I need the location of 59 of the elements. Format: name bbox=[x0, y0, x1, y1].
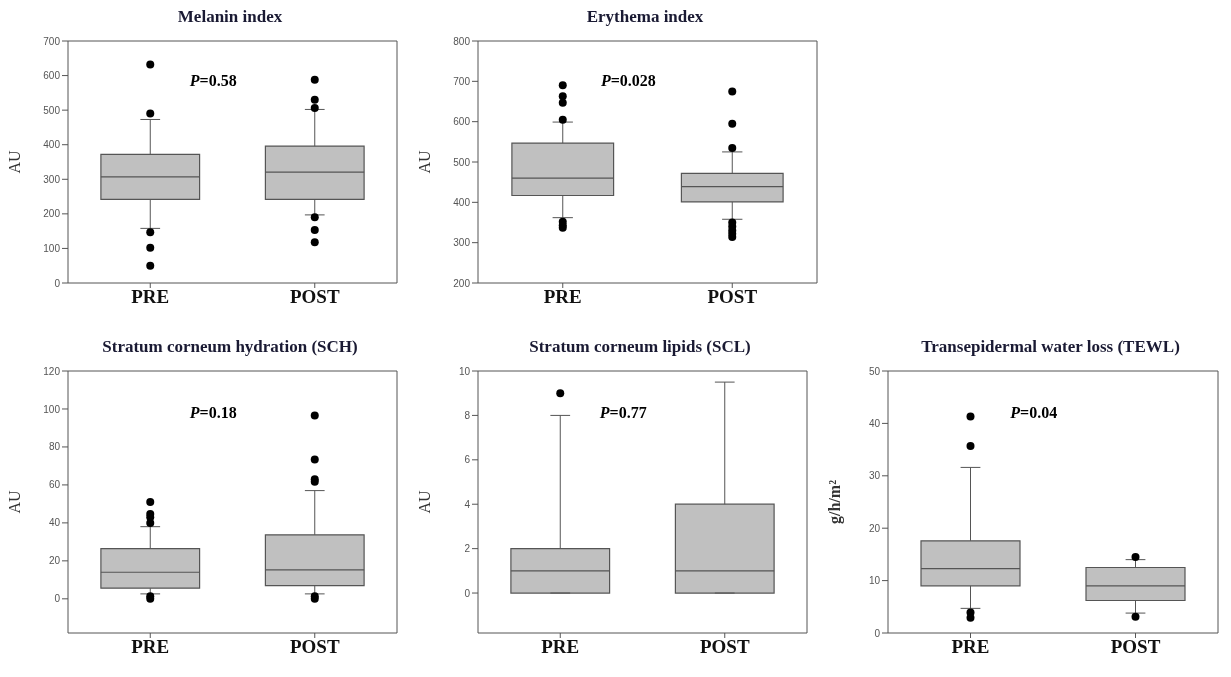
chart-title: Stratum corneum lipids (SCL) bbox=[528, 336, 752, 358]
chart-title: Stratum corneum hydration (SCH) bbox=[101, 336, 359, 358]
chart-title: Melanin index bbox=[176, 6, 284, 28]
y-tick-label: 80 bbox=[48, 441, 61, 453]
y-tick-label: 4 bbox=[464, 498, 471, 510]
chart-title: Transepidermal water loss (TEWL) bbox=[920, 336, 1181, 358]
x-tick-label: POST bbox=[289, 286, 340, 308]
annotation: P=0.58 bbox=[189, 71, 237, 90]
x-tick-label: PRE bbox=[951, 636, 990, 658]
y-tick-label: 100 bbox=[43, 242, 61, 254]
y-tick-label: 20 bbox=[868, 522, 881, 534]
y-tick-label: 8 bbox=[464, 409, 471, 421]
y-tick-label: 60 bbox=[48, 479, 61, 491]
y-tick-label: 400 bbox=[43, 139, 61, 151]
x-tick-label: POST bbox=[699, 636, 750, 658]
y-tick-label: 40 bbox=[48, 517, 61, 529]
y-tick-label: 500 bbox=[43, 104, 61, 116]
y-axis-title: AU bbox=[415, 490, 433, 514]
y-tick-label: 600 bbox=[43, 70, 61, 82]
y-tick-label: 0 bbox=[464, 587, 471, 599]
y-tick-label: 100 bbox=[43, 403, 61, 415]
y-tick-label: 10 bbox=[458, 365, 471, 377]
y-tick-label: 700 bbox=[43, 35, 61, 47]
x-tick-label: POST bbox=[1110, 636, 1161, 658]
x-tick-label: POST bbox=[707, 286, 758, 308]
x-tick-label: POST bbox=[289, 636, 340, 658]
y-axis-title: AU bbox=[415, 150, 433, 174]
annotation: P=0.77 bbox=[599, 404, 647, 423]
annotation: P=0.18 bbox=[189, 404, 237, 423]
y-tick-label: 300 bbox=[453, 237, 471, 249]
y-tick-label: 600 bbox=[453, 116, 471, 128]
y-tick-label: 200 bbox=[453, 277, 471, 289]
y-tick-label: 700 bbox=[453, 75, 471, 87]
y-tick-label: 50 bbox=[868, 365, 881, 377]
y-axis-title: AU bbox=[5, 150, 23, 174]
y-tick-label: 30 bbox=[868, 470, 881, 482]
x-tick-label: PRE bbox=[543, 286, 582, 308]
y-axis-title: AU bbox=[5, 490, 23, 514]
y-tick-label: 10 bbox=[868, 575, 881, 587]
x-tick-label: PRE bbox=[541, 636, 580, 658]
y-tick-label: 0 bbox=[874, 627, 881, 639]
x-tick-label: PRE bbox=[131, 636, 170, 658]
y-tick-label: 40 bbox=[868, 417, 881, 429]
y-tick-label: 120 bbox=[43, 365, 61, 377]
y-tick-label: 6 bbox=[464, 454, 471, 466]
y-tick-label: 800 bbox=[453, 35, 471, 47]
y-tick-label: 400 bbox=[453, 196, 471, 208]
y-tick-label: 0 bbox=[54, 277, 61, 289]
x-tick-label: PRE bbox=[131, 286, 170, 308]
y-tick-label: 20 bbox=[48, 555, 61, 567]
y-tick-label: 300 bbox=[43, 173, 61, 185]
y-tick-label: 200 bbox=[43, 208, 61, 220]
y-tick-label: 0 bbox=[54, 593, 61, 605]
chart-title: Erythema index bbox=[585, 6, 705, 28]
y-axis-title: g/h/m² bbox=[825, 479, 844, 524]
y-tick-label: 2 bbox=[464, 543, 471, 555]
y-tick-label: 500 bbox=[453, 156, 471, 168]
annotation: P=0.028 bbox=[600, 71, 656, 90]
annotation: P=0.04 bbox=[1010, 404, 1058, 423]
